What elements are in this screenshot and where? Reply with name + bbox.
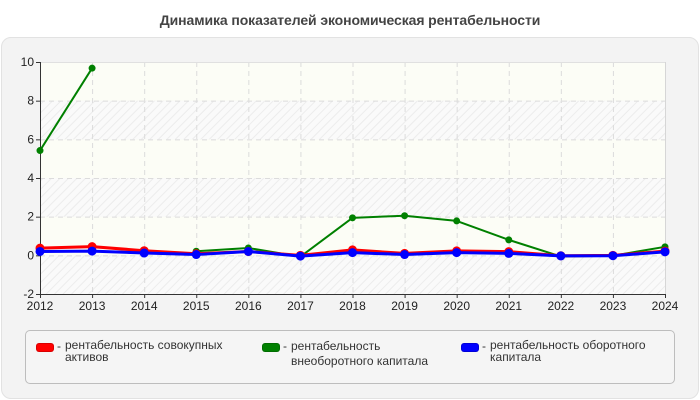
svg-text:2: 2 — [27, 210, 34, 224]
svg-text:2016: 2016 — [235, 299, 262, 313]
svg-text:6: 6 — [27, 132, 34, 146]
legend-label-line2: внеоборотного капитала — [291, 354, 428, 368]
svg-text:10: 10 — [21, 55, 35, 69]
legend-item-noncurrent-capital[interactable]: - рентабельность внеоборотного капитала — [262, 339, 428, 369]
svg-text:2020: 2020 — [443, 299, 470, 313]
svg-text:2014: 2014 — [131, 299, 158, 313]
legend-label-line1: рентабельность совокупных — [65, 338, 223, 352]
svg-text:2017: 2017 — [287, 299, 314, 313]
axes: -2 0 2 4 6 8 10 2012 2013 2014 2015 2016 2017 2018 201… — [21, 55, 679, 313]
legend-label-line2: капитала — [490, 350, 542, 364]
svg-text:-2: -2 — [23, 287, 34, 301]
legend-label-line1: рентабельность — [291, 339, 381, 353]
svg-text:8: 8 — [27, 94, 34, 108]
svg-text:2024: 2024 — [652, 299, 679, 313]
svg-text:2019: 2019 — [391, 299, 418, 313]
svg-text:2015: 2015 — [183, 299, 210, 313]
svg-text:2021: 2021 — [495, 299, 522, 313]
legend-item-working-capital[interactable]: - рентабельность оборотного капитала — [461, 339, 646, 363]
svg-text:4: 4 — [27, 171, 34, 185]
svg-text:2013: 2013 — [79, 299, 106, 313]
svg-text:2023: 2023 — [600, 299, 627, 313]
svg-text:2012: 2012 — [27, 299, 54, 313]
data-series — [35, 64, 670, 261]
legend-label-line2: активов — [65, 350, 109, 364]
svg-text:0: 0 — [27, 248, 34, 262]
series-2 — [35, 246, 670, 261]
plot-area: -2 0 2 4 6 8 10 2012 2013 2014 2015 2016 2017 2018 201… — [21, 55, 679, 313]
legend-label-line1: рентабельность оборотного — [490, 338, 646, 352]
legend: - рентабельность совокупных активов - ре… — [25, 330, 675, 384]
legend-swatch-blue — [461, 343, 479, 352]
svg-text:2022: 2022 — [547, 299, 574, 313]
svg-text:2018: 2018 — [339, 299, 366, 313]
legend-swatch-green — [262, 343, 280, 352]
legend-item-total-assets[interactable]: - рентабельность совокупных активов — [36, 339, 223, 363]
chart-title: Динамика показателей экономическая рента… — [159, 12, 541, 28]
legend-swatch-red — [36, 343, 54, 352]
